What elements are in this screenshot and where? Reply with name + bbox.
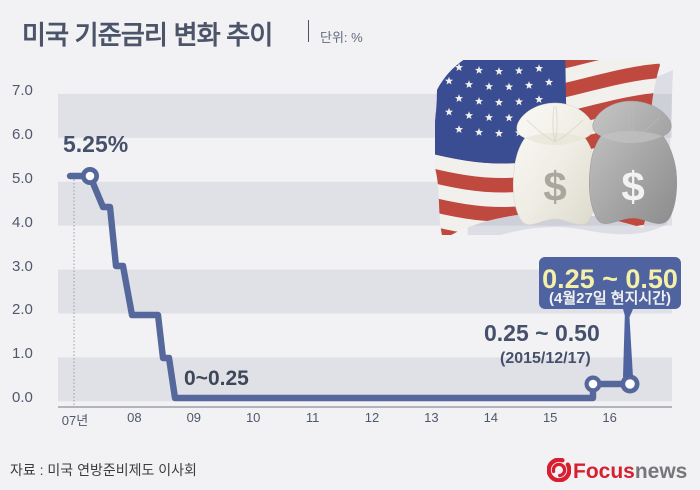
svg-text:$: $ bbox=[621, 163, 644, 210]
svg-text:(4월27일 현지시간): (4월27일 현지시간) bbox=[549, 290, 671, 307]
svg-text:$: $ bbox=[543, 163, 566, 210]
